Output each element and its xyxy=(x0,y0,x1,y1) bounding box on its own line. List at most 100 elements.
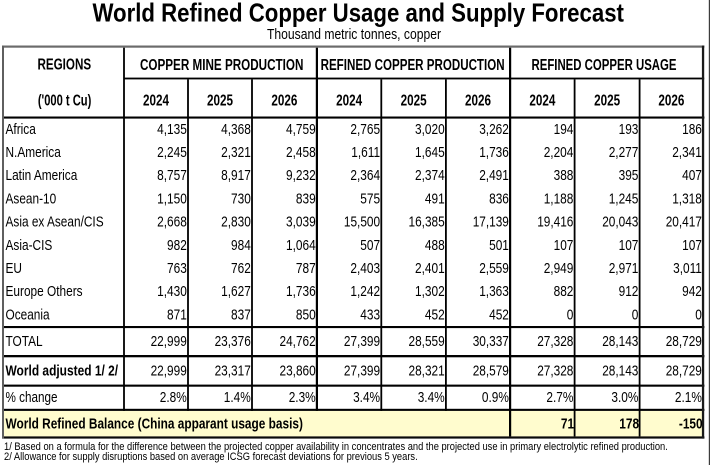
svg-text:3,262: 3,262 xyxy=(479,121,509,138)
svg-text:1,188: 1,188 xyxy=(544,190,574,207)
svg-text:193: 193 xyxy=(619,121,639,138)
svg-text:2,403: 2,403 xyxy=(350,260,380,277)
svg-text:Thousand metric tonnes, copper: Thousand metric tonnes, copper xyxy=(267,26,441,43)
svg-text:0.9%: 0.9% xyxy=(482,389,509,406)
svg-text:23,860: 23,860 xyxy=(280,363,316,380)
svg-text:28,143: 28,143 xyxy=(602,363,638,380)
svg-text:787: 787 xyxy=(296,260,316,277)
svg-text:984: 984 xyxy=(231,237,251,254)
svg-text:2,765: 2,765 xyxy=(350,121,380,138)
svg-text:9,232: 9,232 xyxy=(286,167,316,184)
svg-text:107: 107 xyxy=(554,237,574,254)
svg-text:2,374: 2,374 xyxy=(415,167,445,184)
svg-text:2/ Allowance for supply disrup: 2/ Allowance for supply disruptions base… xyxy=(4,451,418,463)
svg-text:194: 194 xyxy=(554,121,574,138)
svg-text:2,204: 2,204 xyxy=(544,144,574,161)
svg-text:1,318: 1,318 xyxy=(672,190,702,207)
svg-text:1,736: 1,736 xyxy=(479,144,509,161)
svg-text:730: 730 xyxy=(231,190,251,207)
svg-text:1,302: 1,302 xyxy=(415,283,445,300)
svg-text:1,736: 1,736 xyxy=(286,283,316,300)
svg-text:20,043: 20,043 xyxy=(602,214,638,231)
svg-text:COPPER MINE PRODUCTION: COPPER MINE PRODUCTION xyxy=(140,57,304,74)
svg-text:27,328: 27,328 xyxy=(537,363,573,380)
svg-text:1.4%: 1.4% xyxy=(224,389,251,406)
svg-text:28,729: 28,729 xyxy=(666,333,702,350)
svg-text:2026: 2026 xyxy=(271,93,297,110)
svg-text:% change: % change xyxy=(6,389,58,406)
svg-text:3.4%: 3.4% xyxy=(353,389,380,406)
svg-text:836: 836 xyxy=(489,190,509,207)
svg-text:839: 839 xyxy=(296,190,316,207)
svg-text:3,020: 3,020 xyxy=(415,121,445,138)
svg-text:22,999: 22,999 xyxy=(151,363,187,380)
svg-text:2,364: 2,364 xyxy=(350,167,380,184)
svg-text:N.America: N.America xyxy=(6,144,62,161)
svg-text:0: 0 xyxy=(632,306,639,323)
svg-text:27,399: 27,399 xyxy=(344,363,380,380)
svg-text:0: 0 xyxy=(695,306,702,323)
svg-text:1,242: 1,242 xyxy=(350,283,380,300)
svg-text:2024: 2024 xyxy=(529,93,555,110)
svg-text:2025: 2025 xyxy=(401,93,427,110)
svg-text:107: 107 xyxy=(619,237,639,254)
svg-text:501: 501 xyxy=(489,237,509,254)
svg-text:28,579: 28,579 xyxy=(473,363,509,380)
svg-text:4,135: 4,135 xyxy=(157,121,187,138)
svg-text:762: 762 xyxy=(231,260,251,277)
svg-text:27,328: 27,328 xyxy=(537,333,573,350)
svg-text:871: 871 xyxy=(167,306,187,323)
svg-text:2,341: 2,341 xyxy=(672,144,702,161)
svg-text:2026: 2026 xyxy=(658,93,684,110)
svg-text:4,368: 4,368 xyxy=(221,121,251,138)
svg-text:2,491: 2,491 xyxy=(479,167,509,184)
svg-text:837: 837 xyxy=(231,306,251,323)
svg-text:2.1%: 2.1% xyxy=(675,389,702,406)
svg-text:71: 71 xyxy=(561,416,574,433)
svg-text:Latin America: Latin America xyxy=(6,167,78,184)
svg-text:16,385: 16,385 xyxy=(409,214,445,231)
svg-text:2,971: 2,971 xyxy=(609,260,639,277)
svg-text:1,645: 1,645 xyxy=(415,144,445,161)
svg-text:3,039: 3,039 xyxy=(286,214,316,231)
svg-text:107: 107 xyxy=(682,237,702,254)
svg-text:23,317: 23,317 xyxy=(215,363,251,380)
svg-text:30,337: 30,337 xyxy=(473,333,509,350)
svg-text:507: 507 xyxy=(360,237,380,254)
svg-text:433: 433 xyxy=(360,306,380,323)
svg-text:452: 452 xyxy=(489,306,509,323)
svg-text:395: 395 xyxy=(619,167,639,184)
svg-text:575: 575 xyxy=(360,190,380,207)
svg-text:Europe Others: Europe Others xyxy=(6,283,83,300)
svg-text:REFINED COPPER USAGE: REFINED COPPER USAGE xyxy=(532,57,677,74)
svg-text:EU: EU xyxy=(6,260,23,277)
svg-text:2026: 2026 xyxy=(465,93,491,110)
svg-text:4,759: 4,759 xyxy=(286,121,316,138)
svg-text:REGIONS: REGIONS xyxy=(37,56,91,73)
svg-text:2.7%: 2.7% xyxy=(546,389,573,406)
svg-text:452: 452 xyxy=(425,306,445,323)
svg-text:2,559: 2,559 xyxy=(479,260,509,277)
svg-text:World Refined Copper Usage and: World Refined Copper Usage and Supply Fo… xyxy=(92,0,624,28)
svg-text:1,363: 1,363 xyxy=(479,283,509,300)
svg-text:763: 763 xyxy=(167,260,187,277)
svg-text:28,559: 28,559 xyxy=(409,333,445,350)
svg-text:Asia ex Asean/CIS: Asia ex Asean/CIS xyxy=(6,214,104,231)
svg-text:2,401: 2,401 xyxy=(415,260,445,277)
svg-text:2,321: 2,321 xyxy=(221,144,251,161)
svg-text:28,729: 28,729 xyxy=(666,363,702,380)
svg-text:178: 178 xyxy=(619,416,639,433)
svg-text:186: 186 xyxy=(682,121,702,138)
svg-text:8,917: 8,917 xyxy=(221,167,251,184)
svg-text:882: 882 xyxy=(554,283,574,300)
svg-text:1,245: 1,245 xyxy=(609,190,639,207)
svg-text:17,139: 17,139 xyxy=(473,214,509,231)
svg-text:491: 491 xyxy=(425,190,445,207)
svg-text:2,949: 2,949 xyxy=(544,260,574,277)
svg-text:2025: 2025 xyxy=(207,93,233,110)
svg-text:2,458: 2,458 xyxy=(286,144,316,161)
svg-text:World adjusted 1/ 2/: World adjusted 1/ 2/ xyxy=(6,363,119,380)
svg-text:982: 982 xyxy=(167,237,187,254)
svg-text:912: 912 xyxy=(619,283,639,300)
svg-text:1,627: 1,627 xyxy=(221,283,251,300)
